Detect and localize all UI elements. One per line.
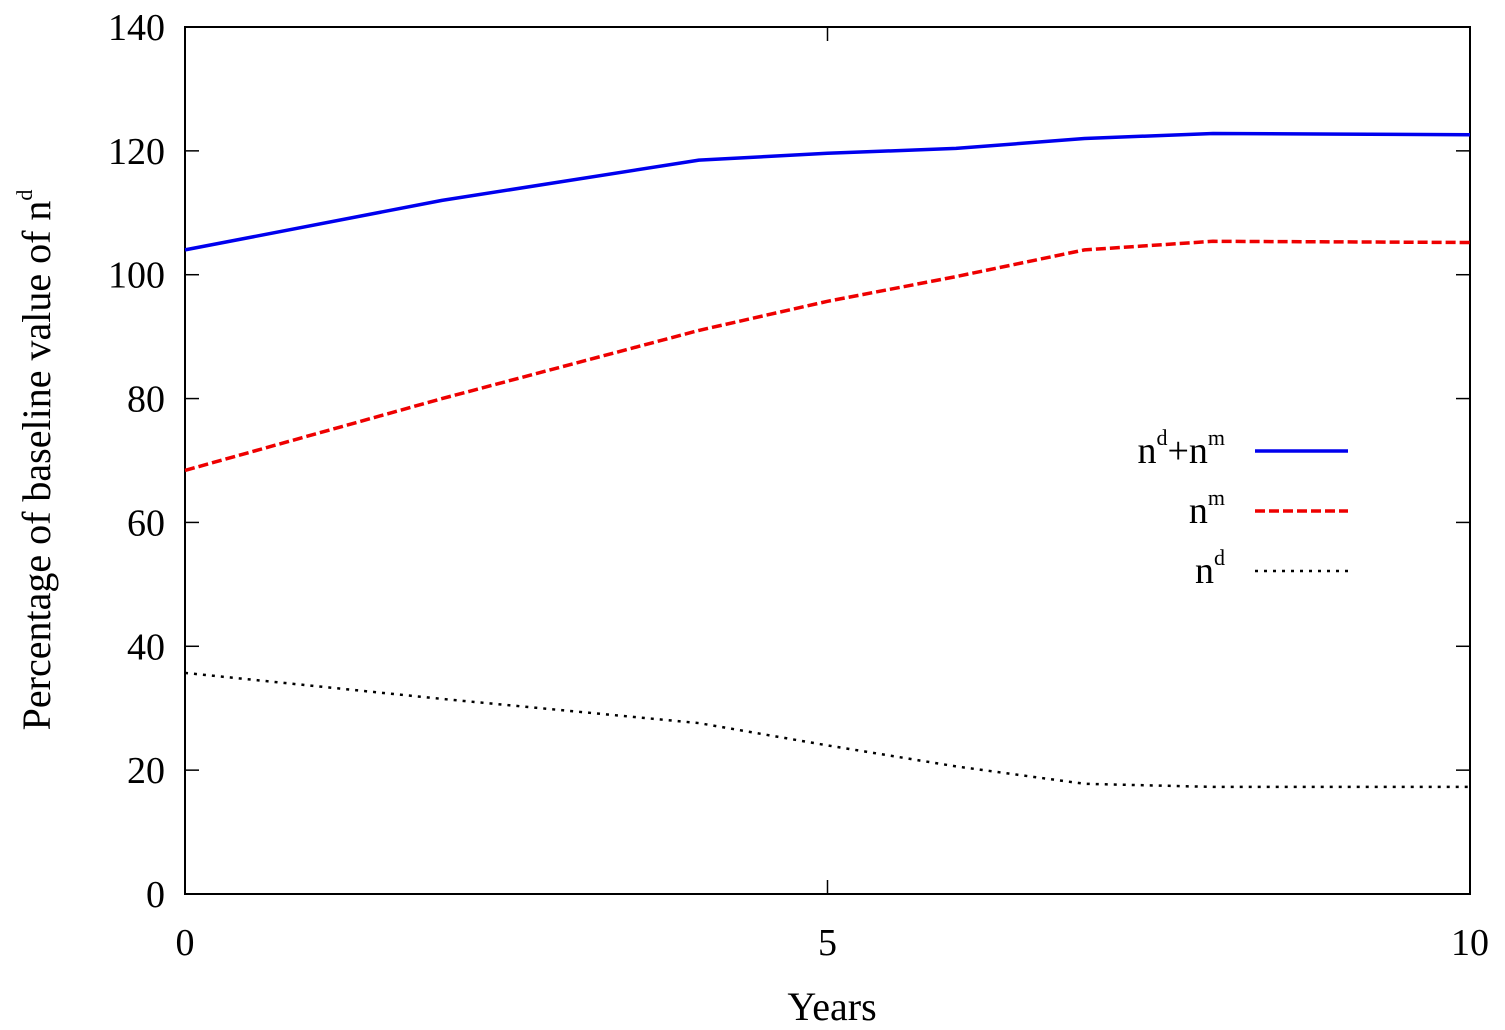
y-tick-label: 60 [127, 502, 165, 544]
legend-label-1: nm [1189, 485, 1225, 532]
y-tick-label: 100 [108, 255, 165, 297]
legend-label-base: n [1195, 550, 1214, 592]
legend-label-0: nd+nm [1137, 425, 1225, 472]
y-tick-label: 140 [108, 7, 165, 49]
tick-labels: 0 20 40 60 80 100 120 140 0 5 10 [108, 7, 1489, 964]
legend-label-base: n [1137, 430, 1156, 472]
legend-label-base: n [1189, 490, 1208, 532]
x-tick-label: 0 [176, 922, 195, 964]
series-line-2 [184, 671, 1470, 789]
series-line-1 [184, 239, 1471, 473]
y-axis-label: Percentage of baseline value of nd [12, 190, 59, 731]
series-line-0 [184, 131, 1471, 252]
legend-label-sup: d [1156, 425, 1167, 450]
axis-ticks [184, 26, 1471, 895]
y-tick-label: 80 [127, 379, 165, 421]
series-lines [184, 131, 1471, 789]
x-tick-label: 10 [1451, 922, 1489, 964]
legend-label-2: nd [1195, 545, 1225, 592]
legend-label-sup: d [1214, 545, 1225, 570]
x-tick-label: 5 [818, 922, 837, 964]
y-axis-label-sup: d [12, 190, 37, 201]
legend-label-sup: m [1208, 485, 1225, 510]
legend-label-base: +n [1167, 430, 1207, 472]
y-tick-label: 20 [127, 750, 165, 792]
legend-label-sup: m [1208, 425, 1225, 450]
y-tick-label: 40 [127, 626, 165, 668]
y-tick-label: 0 [146, 874, 165, 916]
y-axis-label-base: Percentage of baseline value of n [14, 201, 59, 731]
y-tick-label: 120 [108, 131, 165, 173]
plot-frame [184, 26, 1471, 895]
x-axis-label: Years [787, 984, 876, 1029]
